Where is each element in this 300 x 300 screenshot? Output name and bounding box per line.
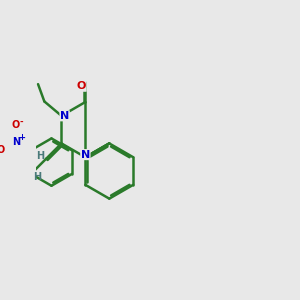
Text: N: N: [81, 150, 90, 160]
Text: +: +: [19, 133, 26, 142]
Text: H: H: [36, 151, 44, 160]
Text: O: O: [77, 81, 86, 91]
Text: O: O: [11, 120, 20, 130]
Text: -: -: [19, 118, 23, 127]
Text: N: N: [60, 111, 69, 121]
Text: N: N: [12, 137, 20, 147]
Text: H: H: [33, 172, 41, 182]
Text: O: O: [0, 145, 4, 155]
